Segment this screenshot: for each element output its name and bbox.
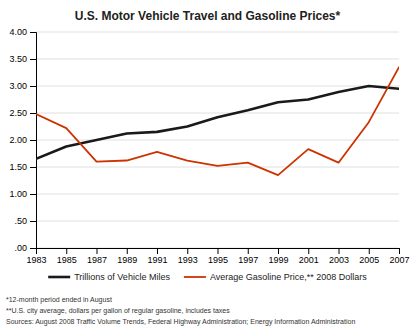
- x-tick: 1995: [208, 248, 228, 265]
- y-tick-mark: [30, 194, 36, 195]
- y-axis-line: [30, 33, 37, 249]
- x-tick-label: 1985: [57, 255, 77, 265]
- legend-swatch: [184, 276, 206, 278]
- x-tick-mark: [97, 248, 98, 254]
- x-tick-mark: [308, 248, 309, 254]
- y-tick-mark: [30, 221, 36, 222]
- legend-item: Average Gasoline Price,** 2008 Dollars: [184, 272, 367, 282]
- y-tick-mark: [30, 113, 36, 114]
- y-tick-mark: [30, 86, 36, 87]
- y-tick-label: .00: [14, 243, 27, 253]
- y-tick-mark: [30, 59, 36, 60]
- y-tick: .50: [14, 216, 36, 226]
- grid-line: [36, 221, 399, 222]
- y-tick-mark: [30, 248, 36, 249]
- y-tick-mark: [30, 167, 36, 168]
- y-tick-label: 1.00: [9, 189, 27, 199]
- x-tick-label: 1993: [178, 255, 198, 265]
- x-tick: 1989: [117, 248, 137, 265]
- y-tick: 2.50: [9, 108, 36, 118]
- x-tick-label: 2007: [389, 255, 409, 265]
- y-tick-label: 2.50: [9, 108, 27, 118]
- x-tick-mark: [157, 248, 158, 254]
- y-axis: .00 .50 1.00 1.50 2.00 2.50 3.00 3.50 4.00: [9, 27, 36, 253]
- x-tick-mark: [399, 248, 400, 254]
- y-tick: 1.50: [9, 162, 36, 172]
- grid-line: [36, 32, 399, 33]
- x-tick-label: 1995: [208, 255, 228, 265]
- chart: U.S. Motor Vehicle Travel and Gasoline P…: [0, 0, 415, 335]
- footnote: *12-month period ended in August: [6, 296, 112, 304]
- x-tick-mark: [127, 248, 128, 254]
- y-tick-mark: [30, 140, 36, 141]
- y-tick-label: 2.00: [9, 135, 27, 145]
- y-tick: 3.50: [9, 54, 36, 64]
- legend-label: Trillions of Vehicle Miles: [74, 272, 170, 282]
- legend-label: Average Gasoline Price,** 2008 Dollars: [210, 272, 367, 282]
- x-tick-label: 1983: [26, 255, 46, 265]
- y-tick: .00: [14, 243, 36, 253]
- y-tick-label: 3.50: [9, 54, 27, 64]
- y-tick: 1.00: [9, 189, 36, 199]
- x-tick-mark: [66, 248, 67, 254]
- x-tick: 1983: [26, 248, 46, 265]
- x-tick-mark: [278, 248, 279, 254]
- x-tick: 2007: [389, 248, 409, 265]
- y-tick-label: 4.00: [9, 27, 27, 37]
- x-tick-label: 2003: [329, 255, 349, 265]
- x-tick: 2005: [359, 248, 379, 265]
- x-tick: 1987: [87, 248, 107, 265]
- x-tick: 1985: [57, 248, 77, 265]
- x-tick-label: 1991: [147, 255, 167, 265]
- y-tick: 4.00: [9, 27, 36, 37]
- grid-line: [36, 113, 399, 114]
- y-tick-label: .50: [14, 216, 27, 226]
- x-tick: 1993: [178, 248, 198, 265]
- x-tick-label: 1997: [238, 255, 258, 265]
- plot-area: [36, 67, 399, 175]
- x-tick: 2003: [329, 248, 349, 265]
- y-tick-mark: [30, 32, 36, 33]
- grid-line: [36, 86, 399, 87]
- y-tick: 2.00: [9, 135, 36, 145]
- legend-swatch: [48, 276, 70, 279]
- title: U.S. Motor Vehicle Travel and Gasoline P…: [75, 9, 341, 23]
- x-tick-label: 1989: [117, 255, 137, 265]
- x-tick: 1999: [268, 248, 288, 265]
- y-tick-label: 3.00: [9, 81, 27, 91]
- series-line: [36, 86, 399, 159]
- x-tick: 1991: [147, 248, 167, 265]
- x-tick-mark: [339, 248, 340, 254]
- grid-line: [36, 194, 399, 195]
- x-axis-line: [37, 249, 400, 255]
- x-tick: 1997: [238, 248, 258, 265]
- x-tick-mark: [187, 248, 188, 254]
- series-line: [36, 67, 399, 175]
- x-tick-label: 1999: [268, 255, 288, 265]
- x-tick-mark: [218, 248, 219, 254]
- x-tick-label: 2005: [359, 255, 379, 265]
- x-tick: 2001: [299, 248, 319, 265]
- grid: [36, 32, 399, 248]
- footnote: **U.S. city average, dollars per gallon …: [6, 307, 230, 315]
- x-axis: 1983 1985 1987 1989 1991 1993 1995 1997 1999 2001…: [26, 248, 409, 265]
- x-tick-mark: [369, 248, 370, 254]
- footnote: Sources: August 2008 Traffic Volume Tren…: [6, 318, 355, 326]
- grid-line: [36, 59, 399, 60]
- legend: Trillions of Vehicle Miles Average Gasoli…: [48, 272, 367, 282]
- x-tick-mark: [248, 248, 249, 254]
- x-tick-label: 1987: [87, 255, 107, 265]
- x-tick-label: 2001: [299, 255, 319, 265]
- y-tick: 3.00: [9, 81, 36, 91]
- y-tick-label: 1.50: [9, 162, 27, 172]
- legend-item: Trillions of Vehicle Miles: [48, 272, 170, 282]
